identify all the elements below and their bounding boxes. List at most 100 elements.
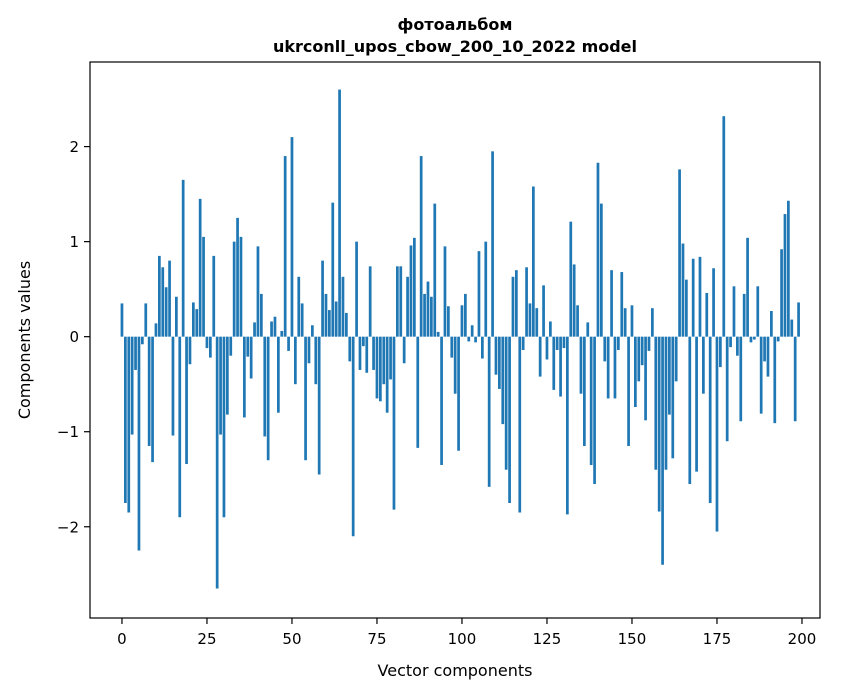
- bar: [620, 272, 624, 337]
- bar: [158, 255, 161, 337]
- plot-border: [89, 61, 821, 619]
- x-tick-label: 25: [197, 630, 216, 648]
- bar: [426, 281, 430, 337]
- bar: [637, 336, 641, 382]
- bar: [770, 311, 773, 337]
- bar: [715, 336, 719, 532]
- axis-ticks: 0 25 50 75 100 125 150 175 200 2 1 0 −1 −2: [57, 138, 816, 648]
- bar: [307, 336, 311, 364]
- bar: [685, 279, 688, 337]
- bar: [742, 293, 746, 337]
- bar: [579, 336, 583, 394]
- bar: [749, 336, 753, 343]
- bar: [321, 260, 324, 337]
- bar: [501, 336, 505, 425]
- bar: [372, 336, 375, 370]
- bar: [470, 325, 474, 337]
- bar: [661, 336, 664, 565]
- x-axis-label: Vector components: [378, 661, 533, 680]
- bar: [192, 302, 195, 337]
- bar: [127, 336, 131, 513]
- bar: [460, 305, 464, 337]
- y-tick-label: 0: [69, 328, 79, 346]
- bar: [134, 336, 137, 370]
- bar: [759, 336, 763, 414]
- bar: [467, 336, 471, 342]
- bar: [382, 336, 386, 385]
- bar: [300, 303, 304, 337]
- bar: [702, 336, 705, 394]
- bar: [229, 336, 233, 356]
- bar: [304, 336, 307, 461]
- y-tick-label: 1: [69, 233, 79, 251]
- bar: [392, 336, 396, 510]
- bar: [324, 293, 328, 337]
- bar: [419, 156, 423, 337]
- bar: [695, 336, 698, 472]
- bar: [739, 336, 743, 422]
- bar: [481, 336, 484, 359]
- bar: [627, 336, 630, 446]
- bar: [525, 267, 528, 337]
- bar: [783, 214, 787, 337]
- bar: [273, 316, 277, 337]
- bar: [239, 236, 243, 337]
- bar: [474, 336, 477, 343]
- bar: [776, 336, 780, 342]
- bar: [617, 336, 620, 350]
- x-tick-label: 200: [788, 630, 817, 648]
- bar: [732, 286, 736, 337]
- bar: [712, 268, 715, 337]
- bar: [263, 336, 267, 437]
- bar: [528, 303, 532, 337]
- x-tick-label: 125: [533, 630, 562, 648]
- bar: [790, 319, 794, 337]
- bar: [542, 285, 545, 337]
- bar: [725, 336, 729, 442]
- bar: [532, 186, 535, 337]
- bar: [491, 151, 494, 337]
- bar: [334, 301, 338, 337]
- bar: [691, 258, 695, 337]
- bar: [368, 266, 372, 337]
- bar: [430, 296, 433, 337]
- bar: [260, 293, 263, 337]
- bar: [266, 336, 270, 461]
- bar: [175, 296, 178, 337]
- bar: [780, 249, 783, 337]
- bar: [545, 336, 549, 360]
- bar: [583, 336, 586, 446]
- bar: [555, 336, 559, 350]
- bar: [787, 200, 790, 337]
- bar: [623, 308, 627, 337]
- bar: [120, 303, 124, 337]
- bar: [249, 336, 253, 379]
- bar: [610, 270, 613, 337]
- bar: [644, 336, 647, 421]
- bar: [389, 336, 392, 380]
- bar: [457, 336, 460, 451]
- bar: [209, 336, 212, 358]
- bar: [433, 203, 437, 337]
- bar: [657, 336, 661, 512]
- x-tick-label: 0: [117, 630, 127, 648]
- bar: [698, 256, 702, 337]
- bar: [674, 336, 678, 382]
- bar: [450, 336, 454, 358]
- bar: [464, 293, 467, 337]
- bar: [634, 336, 637, 407]
- bar: [606, 336, 610, 399]
- bar: [154, 323, 158, 337]
- bar: [436, 331, 440, 337]
- bar: [688, 336, 692, 484]
- bar: [348, 336, 352, 362]
- bar: [572, 264, 576, 337]
- bar: [402, 336, 406, 364]
- bar: [147, 336, 151, 446]
- bar: [562, 336, 566, 349]
- bar: [521, 336, 525, 350]
- bar: [566, 336, 569, 515]
- bar: [453, 336, 457, 394]
- bar: [600, 203, 603, 337]
- bar: [440, 336, 443, 465]
